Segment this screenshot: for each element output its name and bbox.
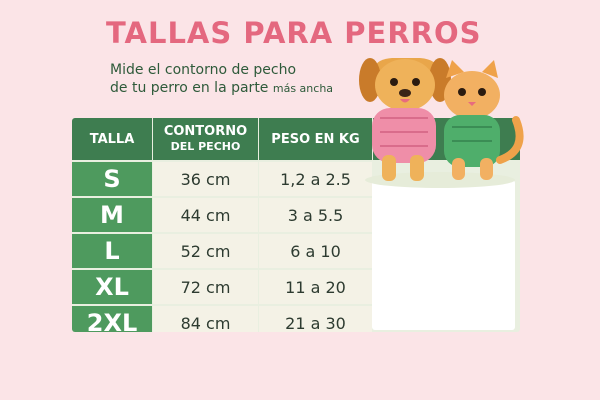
header-cell: TALLA [72,118,152,160]
data-cell: 21 a 30 [259,306,372,332]
subtitle-emphasis: más ancha [272,82,334,95]
subtitle-text: de tu perro en la parte [110,80,269,96]
size-cell: 2XL [72,306,152,332]
data-cell: 1,2 a 2.5 [259,162,372,196]
size-cell: M [72,198,152,232]
data-cell: 36 cm [153,162,258,196]
size-cell: XL [72,270,152,304]
size-cell: S [72,162,152,196]
size-cell: L [72,234,152,268]
blank-panel [372,180,515,330]
data-cell: 84 cm [153,306,258,332]
header-line: DEL PECHO [170,140,241,153]
data-cell: 3 a 5.5 [259,198,372,232]
header-cell: CONTORNO DEL PECHO [153,118,258,160]
header-line: CONTORNO [163,124,248,139]
data-cell: 52 cm [153,234,258,268]
data-cell: 11 a 20 [259,270,372,304]
data-cell: 44 cm [153,198,258,232]
title: TALLAS PARA PERROS [106,16,482,50]
subtitle: Mide el contorno de pecho [110,62,297,78]
data-cell: 72 cm [153,270,258,304]
data-cell: 6 a 10 [259,234,372,268]
subtitle: de tu perro en la parte más ancha [110,80,333,96]
header-cell: PESO EN KG [259,118,372,160]
